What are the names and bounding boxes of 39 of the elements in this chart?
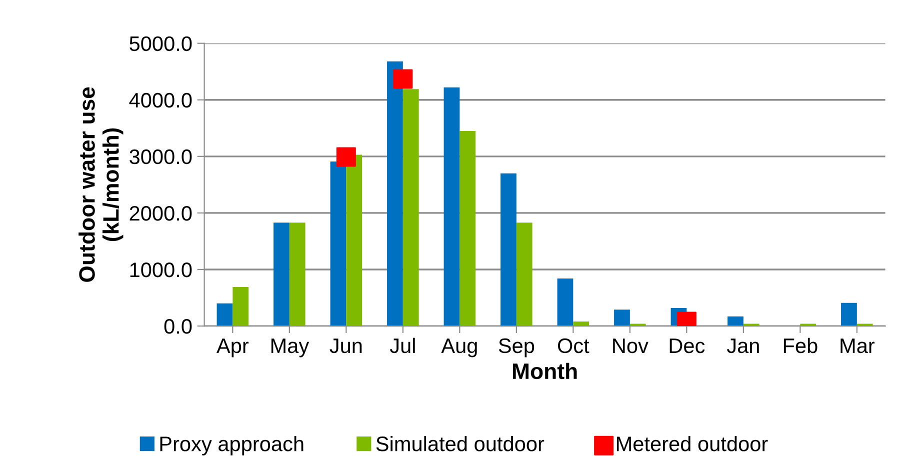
y-tick-label: 5000.0 — [130, 36, 192, 52]
bar — [460, 130, 476, 326]
y-axis-title: Outdoor water use (kL/month) — [78, 87, 124, 282]
legend-label: Proxy approach — [160, 436, 304, 456]
bar — [500, 173, 516, 326]
bar — [274, 222, 290, 326]
x-tick-label: May — [271, 338, 310, 358]
x-tick-label: Jun — [330, 338, 362, 354]
x-tick-label: Mar — [840, 338, 875, 354]
bar — [444, 87, 460, 326]
bar — [728, 316, 744, 326]
bar — [402, 89, 419, 326]
bar — [346, 154, 362, 326]
x-tick-label: Aug — [441, 338, 477, 358]
x-tick-label: Apr — [216, 338, 249, 358]
legend-label: Metered outdoor — [616, 436, 768, 452]
x-tick-label: Nov — [613, 338, 648, 354]
bar — [232, 287, 249, 326]
bar — [614, 310, 630, 326]
y-tick-label: 0.0 — [164, 319, 192, 334]
x-tick-label: Feb — [784, 338, 818, 354]
bar — [216, 303, 233, 326]
y-tick-label: 1000.0 — [130, 262, 192, 278]
legend-label: Simulated outdoor — [376, 436, 544, 452]
bar — [841, 302, 857, 326]
x-tick-label: Dec — [670, 338, 705, 354]
x-tick-label: Oct — [558, 338, 590, 354]
x-axis-title: Month — [512, 362, 577, 380]
bar — [289, 222, 306, 326]
bar — [330, 161, 346, 326]
y-tick-label: 4000.0 — [129, 92, 192, 108]
y-tick-label: 2000.0 — [130, 206, 192, 221]
y-tick-label: 3000.0 — [130, 149, 192, 164]
x-tick-label: Jul — [390, 338, 415, 354]
bar — [557, 278, 574, 326]
bar — [387, 61, 403, 326]
bar — [516, 222, 532, 326]
x-tick-label: Jan — [726, 338, 759, 354]
x-tick-label: Sep — [498, 338, 534, 358]
